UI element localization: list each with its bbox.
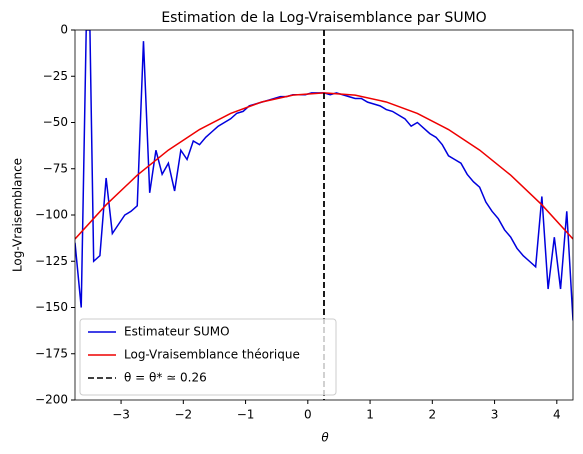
plot-frame bbox=[74, 29, 574, 401]
y-tick-label: −175 bbox=[35, 346, 68, 360]
series-line bbox=[75, 92, 573, 240]
y-tick-label: 0 bbox=[60, 23, 68, 37]
x-tick-label: 1 bbox=[366, 408, 374, 422]
y-tick-label: −125 bbox=[35, 254, 68, 268]
y-tick-label: −75 bbox=[43, 161, 68, 175]
x-axis-label: θ bbox=[321, 431, 329, 445]
y-tick-label: −50 bbox=[43, 115, 68, 129]
y-tick-label: −150 bbox=[35, 300, 68, 314]
x-tick-label: −2 bbox=[174, 408, 192, 422]
y-tick-label: −25 bbox=[43, 69, 68, 83]
x-tick-label: 0 bbox=[304, 408, 312, 422]
x-tick-label: −1 bbox=[237, 408, 255, 422]
x-tick-label: 3 bbox=[491, 408, 499, 422]
x-tick-label: 2 bbox=[428, 408, 436, 422]
y-tick-label: −200 bbox=[35, 393, 68, 407]
y-tick-label: −100 bbox=[35, 208, 68, 222]
legend-label: θ = θ* ≃ 0.26 bbox=[124, 371, 207, 385]
x-tick-label: 4 bbox=[553, 408, 561, 422]
chart-title: Estimation de la Log-Vraisemblance par S… bbox=[161, 10, 486, 26]
x-tick-label: −3 bbox=[112, 408, 130, 422]
legend-label: Estimateur SUMO bbox=[124, 325, 230, 339]
legend-label: Log-Vraisemblance théorique bbox=[124, 348, 300, 362]
y-axis-label: Log-Vraisemblance bbox=[11, 158, 25, 272]
legend-box bbox=[79, 318, 337, 396]
